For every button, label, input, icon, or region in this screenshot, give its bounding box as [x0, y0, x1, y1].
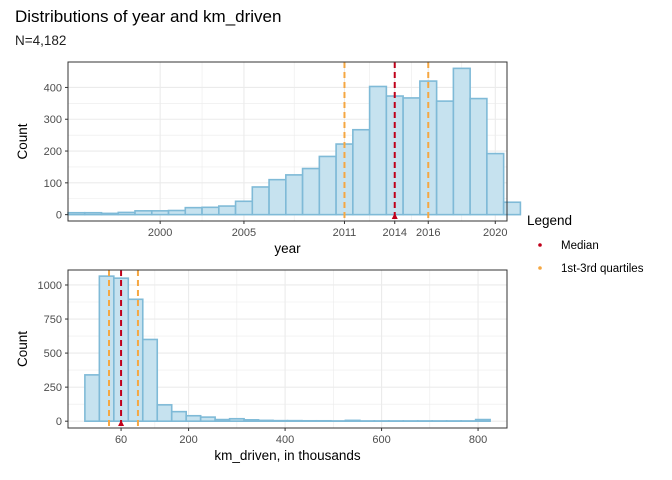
year-histogram-panel: 2000 2005 2011 2014 2016 2020 0 100 200 300 400 yea…: [15, 61, 522, 256]
y-tick-label: 750: [44, 314, 62, 326]
y-tick-label: 400: [44, 82, 62, 94]
km-driven-histogram-panel: 60 200 400 600 800 0 250 500 750 1000 km_driven, i…: [15, 269, 508, 463]
legend-median-key: [538, 243, 542, 247]
x-tick-label: 2020: [483, 227, 507, 239]
histogram-bar: [268, 178, 287, 216]
histogram-bar: [243, 419, 260, 422]
x-tick-label: 600: [372, 434, 390, 446]
histogram-bar: [98, 275, 115, 422]
histogram-bar: [218, 205, 237, 216]
histogram-bar: [134, 210, 153, 216]
y-tick-label: 1000: [38, 280, 62, 292]
x-axis-label: km_driven, in thousands: [214, 448, 361, 463]
histogram-bar: [272, 419, 289, 422]
histogram-bar: [474, 418, 491, 422]
histogram-bar: [502, 201, 522, 216]
median-marker: [118, 420, 125, 426]
histogram-bar: [435, 100, 455, 216]
histogram-bar: [113, 277, 130, 422]
x-tick-label: 2000: [148, 227, 172, 239]
histogram-bar: [301, 167, 321, 216]
x-tick-label: 400: [276, 434, 294, 446]
legend-quartile-label: 1st-3rd quartiles: [561, 263, 644, 275]
histogram-bar: [486, 152, 505, 216]
x-tick-label: 800: [469, 434, 487, 446]
legend-quartile-key: [538, 266, 542, 270]
y-tick-label: 500: [44, 348, 62, 360]
chart-subtitle: N=4,182: [15, 33, 67, 48]
histogram-bar: [318, 155, 337, 216]
histogram-bar: [84, 374, 101, 422]
histogram-bar: [257, 419, 274, 422]
histogram-bar: [170, 410, 187, 422]
histogram-bar: [156, 404, 173, 422]
histogram-bar: [234, 200, 254, 216]
x-axis-label: year: [274, 241, 301, 256]
y-tick-label: 0: [56, 210, 62, 222]
histogram-bar: [352, 128, 371, 216]
histogram-bar: [117, 211, 136, 216]
histogram-bar: [100, 212, 120, 216]
legend-median-label: Median: [561, 240, 599, 252]
x-tick-label: 2005: [232, 227, 256, 239]
x-tick-label: 2011: [333, 227, 357, 239]
median-marker: [391, 213, 398, 219]
panel-border: [67, 61, 508, 222]
histogram-bar: [286, 419, 303, 422]
x-tick-label: 2014: [382, 227, 406, 239]
histogram-bar: [184, 206, 203, 216]
y-tick-label: 300: [44, 114, 62, 126]
y-axis-label: Count: [15, 123, 30, 159]
y-tick-label: 200: [44, 146, 62, 158]
histogram-bar: [141, 338, 159, 422]
x-tick-label: 200: [179, 434, 197, 446]
histogram-bar: [167, 209, 187, 216]
histogram-bar: [228, 417, 245, 422]
panel-border: [67, 269, 508, 429]
y-tick-label: 100: [44, 178, 62, 190]
x-tick-label: 2016: [416, 227, 440, 239]
histogram-bar: [67, 211, 86, 216]
x-tick-label: 60: [115, 434, 127, 446]
histogram-bar: [452, 67, 471, 216]
histogram-bar: [150, 210, 170, 216]
histogram-bar: [214, 418, 231, 422]
histogram-bar: [201, 206, 220, 216]
legend-title: Legend: [527, 213, 572, 228]
y-axis-label: Count: [15, 331, 30, 367]
histogram-bar: [469, 97, 488, 216]
histogram-bar: [199, 416, 216, 422]
histogram-bar: [83, 211, 103, 216]
y-tick-label: 0: [56, 416, 62, 428]
y-tick-label: 250: [44, 382, 62, 394]
histogram-bar: [402, 97, 421, 216]
histogram-bar: [368, 85, 388, 216]
histogram-bar: [185, 414, 202, 422]
chart-title: Distributions of year and km_driven: [15, 7, 282, 26]
histogram-bar: [344, 419, 361, 422]
histogram-bar: [251, 186, 270, 216]
histogram-bar: [285, 174, 304, 216]
histogram-bar: [127, 298, 144, 422]
legend: Legend Median 1st-3rd quartiles: [527, 213, 644, 275]
